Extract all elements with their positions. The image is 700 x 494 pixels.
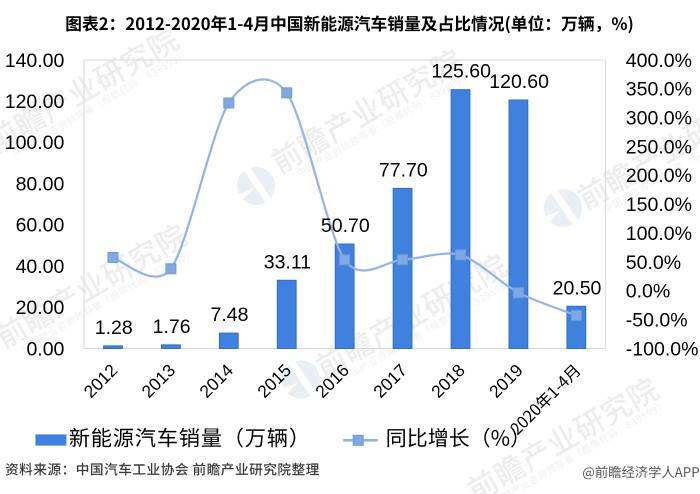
svg-text:77.70: 77.70 xyxy=(379,159,428,181)
svg-text:20.00: 20.00 xyxy=(16,297,65,319)
svg-text:100.00: 100.00 xyxy=(5,132,65,154)
svg-text:50.70: 50.70 xyxy=(321,215,370,237)
svg-text:1.76: 1.76 xyxy=(153,316,191,338)
svg-text:200.0%: 200.0% xyxy=(626,165,692,187)
svg-text:-50.0%: -50.0% xyxy=(626,310,688,332)
svg-text:60.00: 60.00 xyxy=(16,215,65,237)
svg-text:120.00: 120.00 xyxy=(5,91,65,113)
svg-text:-100.0%: -100.0% xyxy=(626,338,699,360)
svg-text:150.0%: 150.0% xyxy=(626,194,692,216)
svg-text:50.0%: 50.0% xyxy=(626,252,681,274)
svg-text:33.11: 33.11 xyxy=(264,251,311,273)
svg-text:350.0%: 350.0% xyxy=(626,79,692,101)
svg-text:250.0%: 250.0% xyxy=(626,136,692,158)
svg-text:0.0%: 0.0% xyxy=(626,281,670,303)
svg-text:7.48: 7.48 xyxy=(211,304,249,326)
svg-text:100.0%: 100.0% xyxy=(626,223,692,245)
svg-text:125.60: 125.60 xyxy=(431,61,491,83)
svg-text:140.00: 140.00 xyxy=(5,50,65,72)
svg-text:0.00: 0.00 xyxy=(26,338,64,360)
svg-text:80.00: 80.00 xyxy=(16,173,65,195)
svg-text:1.28: 1.28 xyxy=(95,317,133,339)
svg-text:120.60: 120.60 xyxy=(489,71,549,93)
svg-text:40.00: 40.00 xyxy=(16,256,65,278)
svg-text:20.50: 20.50 xyxy=(553,277,602,299)
svg-text:400.0%: 400.0% xyxy=(626,50,692,72)
svg-text:300.0%: 300.0% xyxy=(626,108,692,130)
